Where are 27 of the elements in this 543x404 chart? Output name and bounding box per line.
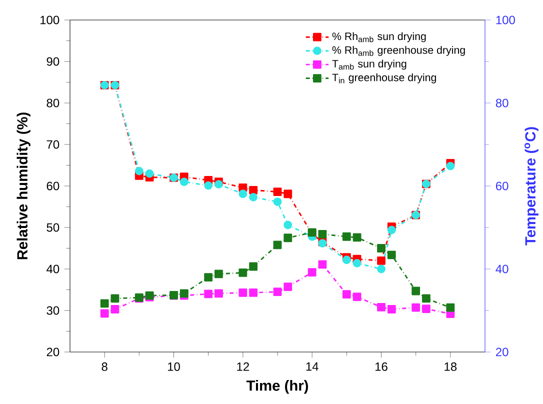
- y-tick-label: 90: [46, 57, 60, 66]
- legend-label: T$_{amb}$ sun drying: [332, 60, 406, 70]
- y-axis-title: Relative humidity (%): [16, 112, 30, 260]
- x-tick-label: 16: [376, 362, 388, 371]
- y2-tick-label: 80: [496, 98, 508, 108]
- legend-label: % Rh$_{amb}$ greenhouse drying: [332, 46, 465, 56]
- y-tick-label: 50: [46, 223, 60, 232]
- y-tick-label: 70: [46, 140, 60, 149]
- y2-tick-label: 100: [496, 16, 515, 24]
- y2-axis-title: Temperature ($^{o}$C): [524, 127, 538, 246]
- x-tick-label: 14: [306, 362, 318, 371]
- y-tick-label: 30: [46, 306, 60, 315]
- x-tick-label: 8: [102, 362, 108, 371]
- y2-tick-label: 60: [496, 182, 508, 190]
- y-tick-label: 80: [46, 98, 60, 108]
- y-tick-label: 40: [46, 264, 60, 274]
- y2-tick-label: 20: [496, 348, 508, 356]
- y-tick-label: 20: [46, 348, 60, 356]
- legend-label: T$_{in}$ greenhouse drying: [332, 73, 436, 84]
- x-tick-label: 12: [237, 362, 249, 371]
- y-tick-label: 60: [46, 182, 60, 190]
- x-axis-title: Time (hr): [246, 380, 308, 394]
- legend-label: % Rh$_{amb}$ sun drying: [332, 32, 426, 42]
- x-tick-label: 10: [168, 362, 180, 371]
- y2-tick-label: 40: [496, 264, 508, 274]
- x-tick-label: 18: [444, 362, 457, 371]
- y-tick-label: 100: [40, 16, 60, 24]
